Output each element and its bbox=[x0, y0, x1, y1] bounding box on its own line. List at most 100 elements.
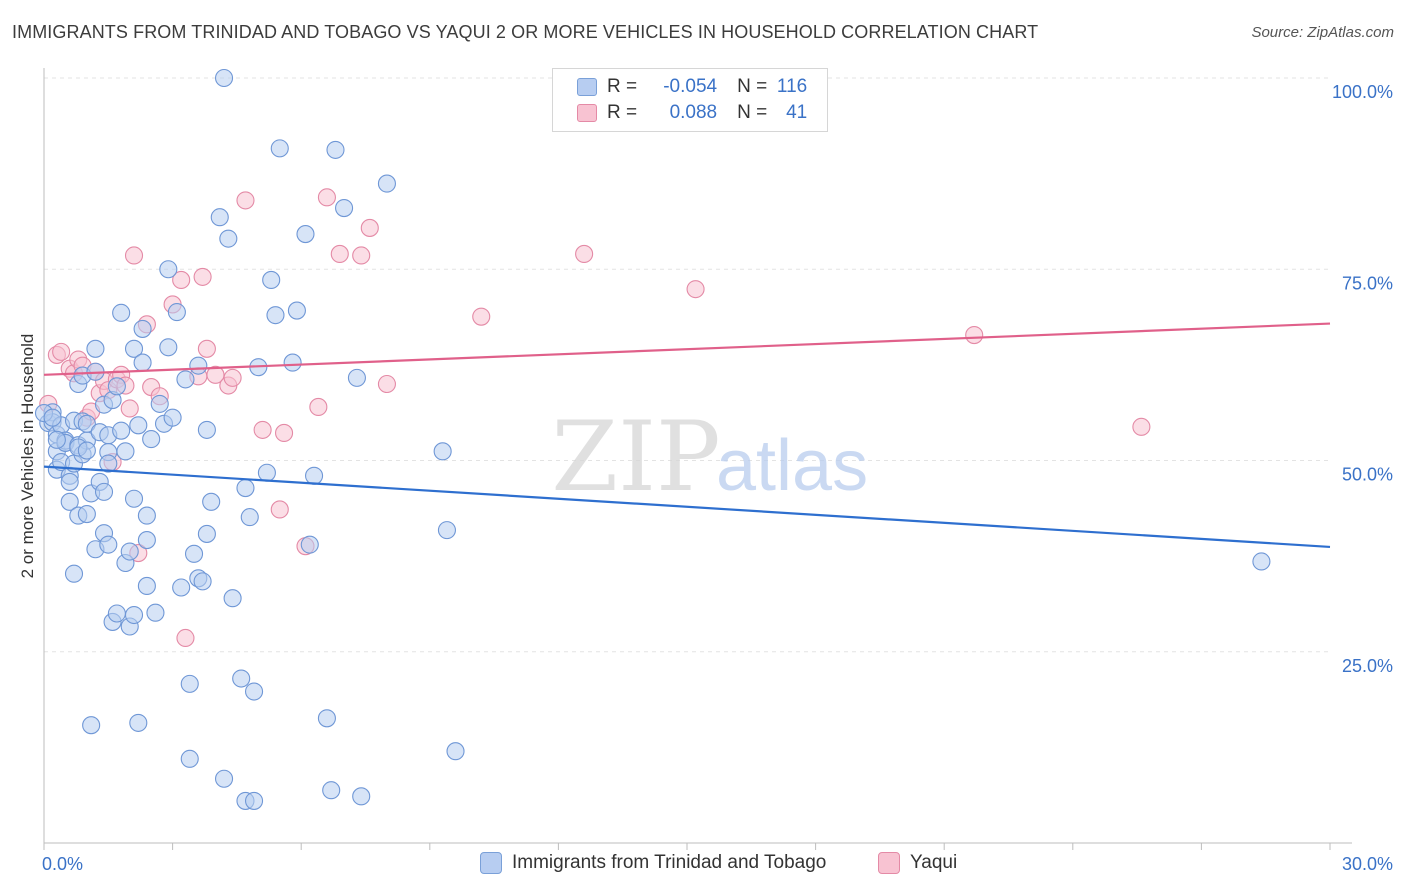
watermark-zip: ZIP bbox=[551, 401, 720, 513]
watermark-atlas: atlas bbox=[716, 426, 868, 506]
trinidad-point-72 bbox=[189, 356, 208, 375]
trinidad-point-96 bbox=[296, 225, 315, 244]
trinidad-point-27 bbox=[82, 716, 101, 735]
trinidad-point-109 bbox=[1252, 552, 1271, 571]
trinidad-point-88 bbox=[244, 791, 264, 810]
y-tick-label-100: 100.0% bbox=[1332, 82, 1393, 102]
r-value-blue: -0.054 bbox=[663, 76, 718, 97]
trinidad-point-64 bbox=[159, 260, 178, 279]
legend-label-yaqui: Yaqui bbox=[910, 852, 958, 873]
yaqui-point-38 bbox=[317, 188, 336, 207]
trinidad-point-41 bbox=[107, 377, 126, 396]
trinidad-points bbox=[34, 68, 1271, 810]
trinidad-point-52 bbox=[129, 416, 148, 435]
trinidad-point-44 bbox=[112, 421, 131, 440]
yaqui-point-40 bbox=[352, 246, 371, 265]
series-legend: Immigrants from Trinidad and Tobago Yaqu… bbox=[0, 852, 1406, 878]
trinidad-point-36 bbox=[99, 535, 118, 554]
trinidad-point-30 bbox=[86, 339, 105, 358]
trend-lines bbox=[43, 322, 1331, 549]
trinidad-point-59 bbox=[142, 430, 161, 449]
legend-item-yaqui: Yaqui bbox=[878, 852, 957, 874]
legend-swatch-pink bbox=[878, 852, 900, 874]
trinidad-point-92 bbox=[266, 306, 285, 325]
yaqui-point-2 bbox=[52, 342, 71, 361]
trinidad-point-16 bbox=[64, 564, 84, 583]
trinidad-point-63 bbox=[159, 338, 178, 357]
yaqui-point-45 bbox=[686, 280, 705, 299]
trinidad-point-83 bbox=[232, 669, 251, 688]
trinidad-point-76 bbox=[197, 524, 216, 543]
trinidad-point-68 bbox=[176, 370, 195, 389]
stats-row-blue: R = -0.054 N = 116 bbox=[577, 75, 807, 99]
r-value-pink: 0.088 bbox=[669, 102, 718, 123]
trinidad-point-74 bbox=[193, 572, 212, 591]
chart-title: IMMIGRANTS FROM TRINIDAD AND TOBAGO VS Y… bbox=[12, 22, 1039, 42]
pink-swatch bbox=[577, 104, 597, 122]
trinidad-point-58 bbox=[137, 506, 156, 525]
trinidad-point-43 bbox=[112, 303, 131, 322]
trinidad-point-77 bbox=[202, 492, 221, 511]
trinidad-point-95 bbox=[287, 301, 306, 320]
trinidad-point-65 bbox=[163, 408, 182, 427]
yaqui-point-37 bbox=[309, 397, 328, 417]
trinidad-point-61 bbox=[150, 394, 169, 413]
trinidad-point-49 bbox=[124, 605, 144, 625]
x-tick-label-min: 0.0% bbox=[42, 854, 83, 874]
trinidad-point-71 bbox=[184, 544, 204, 563]
trinidad-point-82 bbox=[223, 589, 242, 608]
yaqui-point-42 bbox=[377, 374, 396, 394]
yaqui-point-32 bbox=[236, 191, 255, 210]
trinidad-point-103 bbox=[347, 368, 366, 387]
trinidad-point-66 bbox=[167, 303, 186, 322]
yaqui-point-35 bbox=[275, 423, 294, 443]
trinidad-point-35 bbox=[94, 482, 114, 501]
yaqui-point-17 bbox=[120, 399, 139, 418]
yaqui-point-33 bbox=[253, 420, 272, 439]
n-label-pink: N = bbox=[737, 102, 768, 123]
yaqui-point-47 bbox=[1132, 417, 1151, 436]
trinidad-point-50 bbox=[124, 489, 144, 508]
trinidad-point-12 bbox=[60, 472, 79, 491]
trinidad-point-86 bbox=[240, 508, 259, 527]
trinidad-point-111 bbox=[43, 408, 62, 427]
trinidad-point-93 bbox=[270, 139, 289, 158]
n-label-blue: N = bbox=[737, 76, 768, 97]
legend-label-trinidad: Immigrants from Trinidad and Tobago bbox=[512, 852, 827, 873]
trinidad-point-85 bbox=[236, 478, 255, 498]
trinidad-point-90 bbox=[257, 463, 276, 482]
n-value-pink: 41 bbox=[786, 102, 808, 123]
legend-swatch-blue bbox=[480, 852, 502, 874]
trinidad-point-87 bbox=[244, 682, 264, 701]
trinidad-point-107 bbox=[437, 521, 456, 540]
trinidad-point-112 bbox=[47, 430, 66, 449]
trinidad-point-53 bbox=[129, 713, 148, 732]
r-label-blue: R = bbox=[607, 76, 638, 97]
trinidad-point-23 bbox=[77, 504, 96, 524]
n-value-blue: 116 bbox=[776, 76, 808, 97]
trinidad-point-54 bbox=[133, 319, 152, 338]
trinidad-point-115 bbox=[99, 454, 118, 473]
trinidad-point-42 bbox=[107, 604, 126, 623]
trinidad-point-78 bbox=[210, 208, 229, 227]
trinidad-point-104 bbox=[352, 787, 371, 806]
trinidad-point-105 bbox=[377, 174, 396, 193]
trinidad-point-99 bbox=[317, 709, 336, 728]
axes bbox=[43, 68, 1352, 850]
trinidad-point-114 bbox=[77, 441, 96, 460]
yaqui-point-34 bbox=[270, 500, 289, 519]
trinidad-point-25 bbox=[77, 414, 96, 433]
yaqui-point-41 bbox=[360, 218, 379, 237]
trinidad-point-56 bbox=[137, 576, 156, 596]
trinidad-point-45 bbox=[116, 442, 135, 461]
trinidad-trend-line bbox=[43, 465, 1331, 549]
yaqui-point-25 bbox=[176, 628, 195, 648]
trinidad-point-13 bbox=[60, 492, 79, 511]
trinidad-point-55 bbox=[133, 353, 152, 372]
yaqui-point-24 bbox=[172, 270, 191, 290]
source-label: Source: ZipAtlas.com bbox=[1251, 24, 1394, 41]
trinidad-point-106 bbox=[433, 442, 452, 461]
yaqui-point-43 bbox=[472, 307, 491, 326]
trinidad-point-97 bbox=[300, 535, 319, 554]
